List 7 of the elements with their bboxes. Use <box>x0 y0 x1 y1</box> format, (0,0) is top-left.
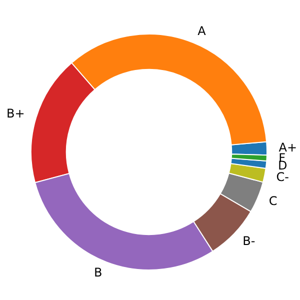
slice-label: C <box>268 194 278 208</box>
slice-label: C- <box>276 170 289 184</box>
slice-label: B- <box>242 234 256 248</box>
slice-label: B+ <box>6 106 25 120</box>
slice-label: A <box>198 24 207 38</box>
slice-label: A+ <box>278 140 298 154</box>
slice-label: B <box>94 265 102 280</box>
